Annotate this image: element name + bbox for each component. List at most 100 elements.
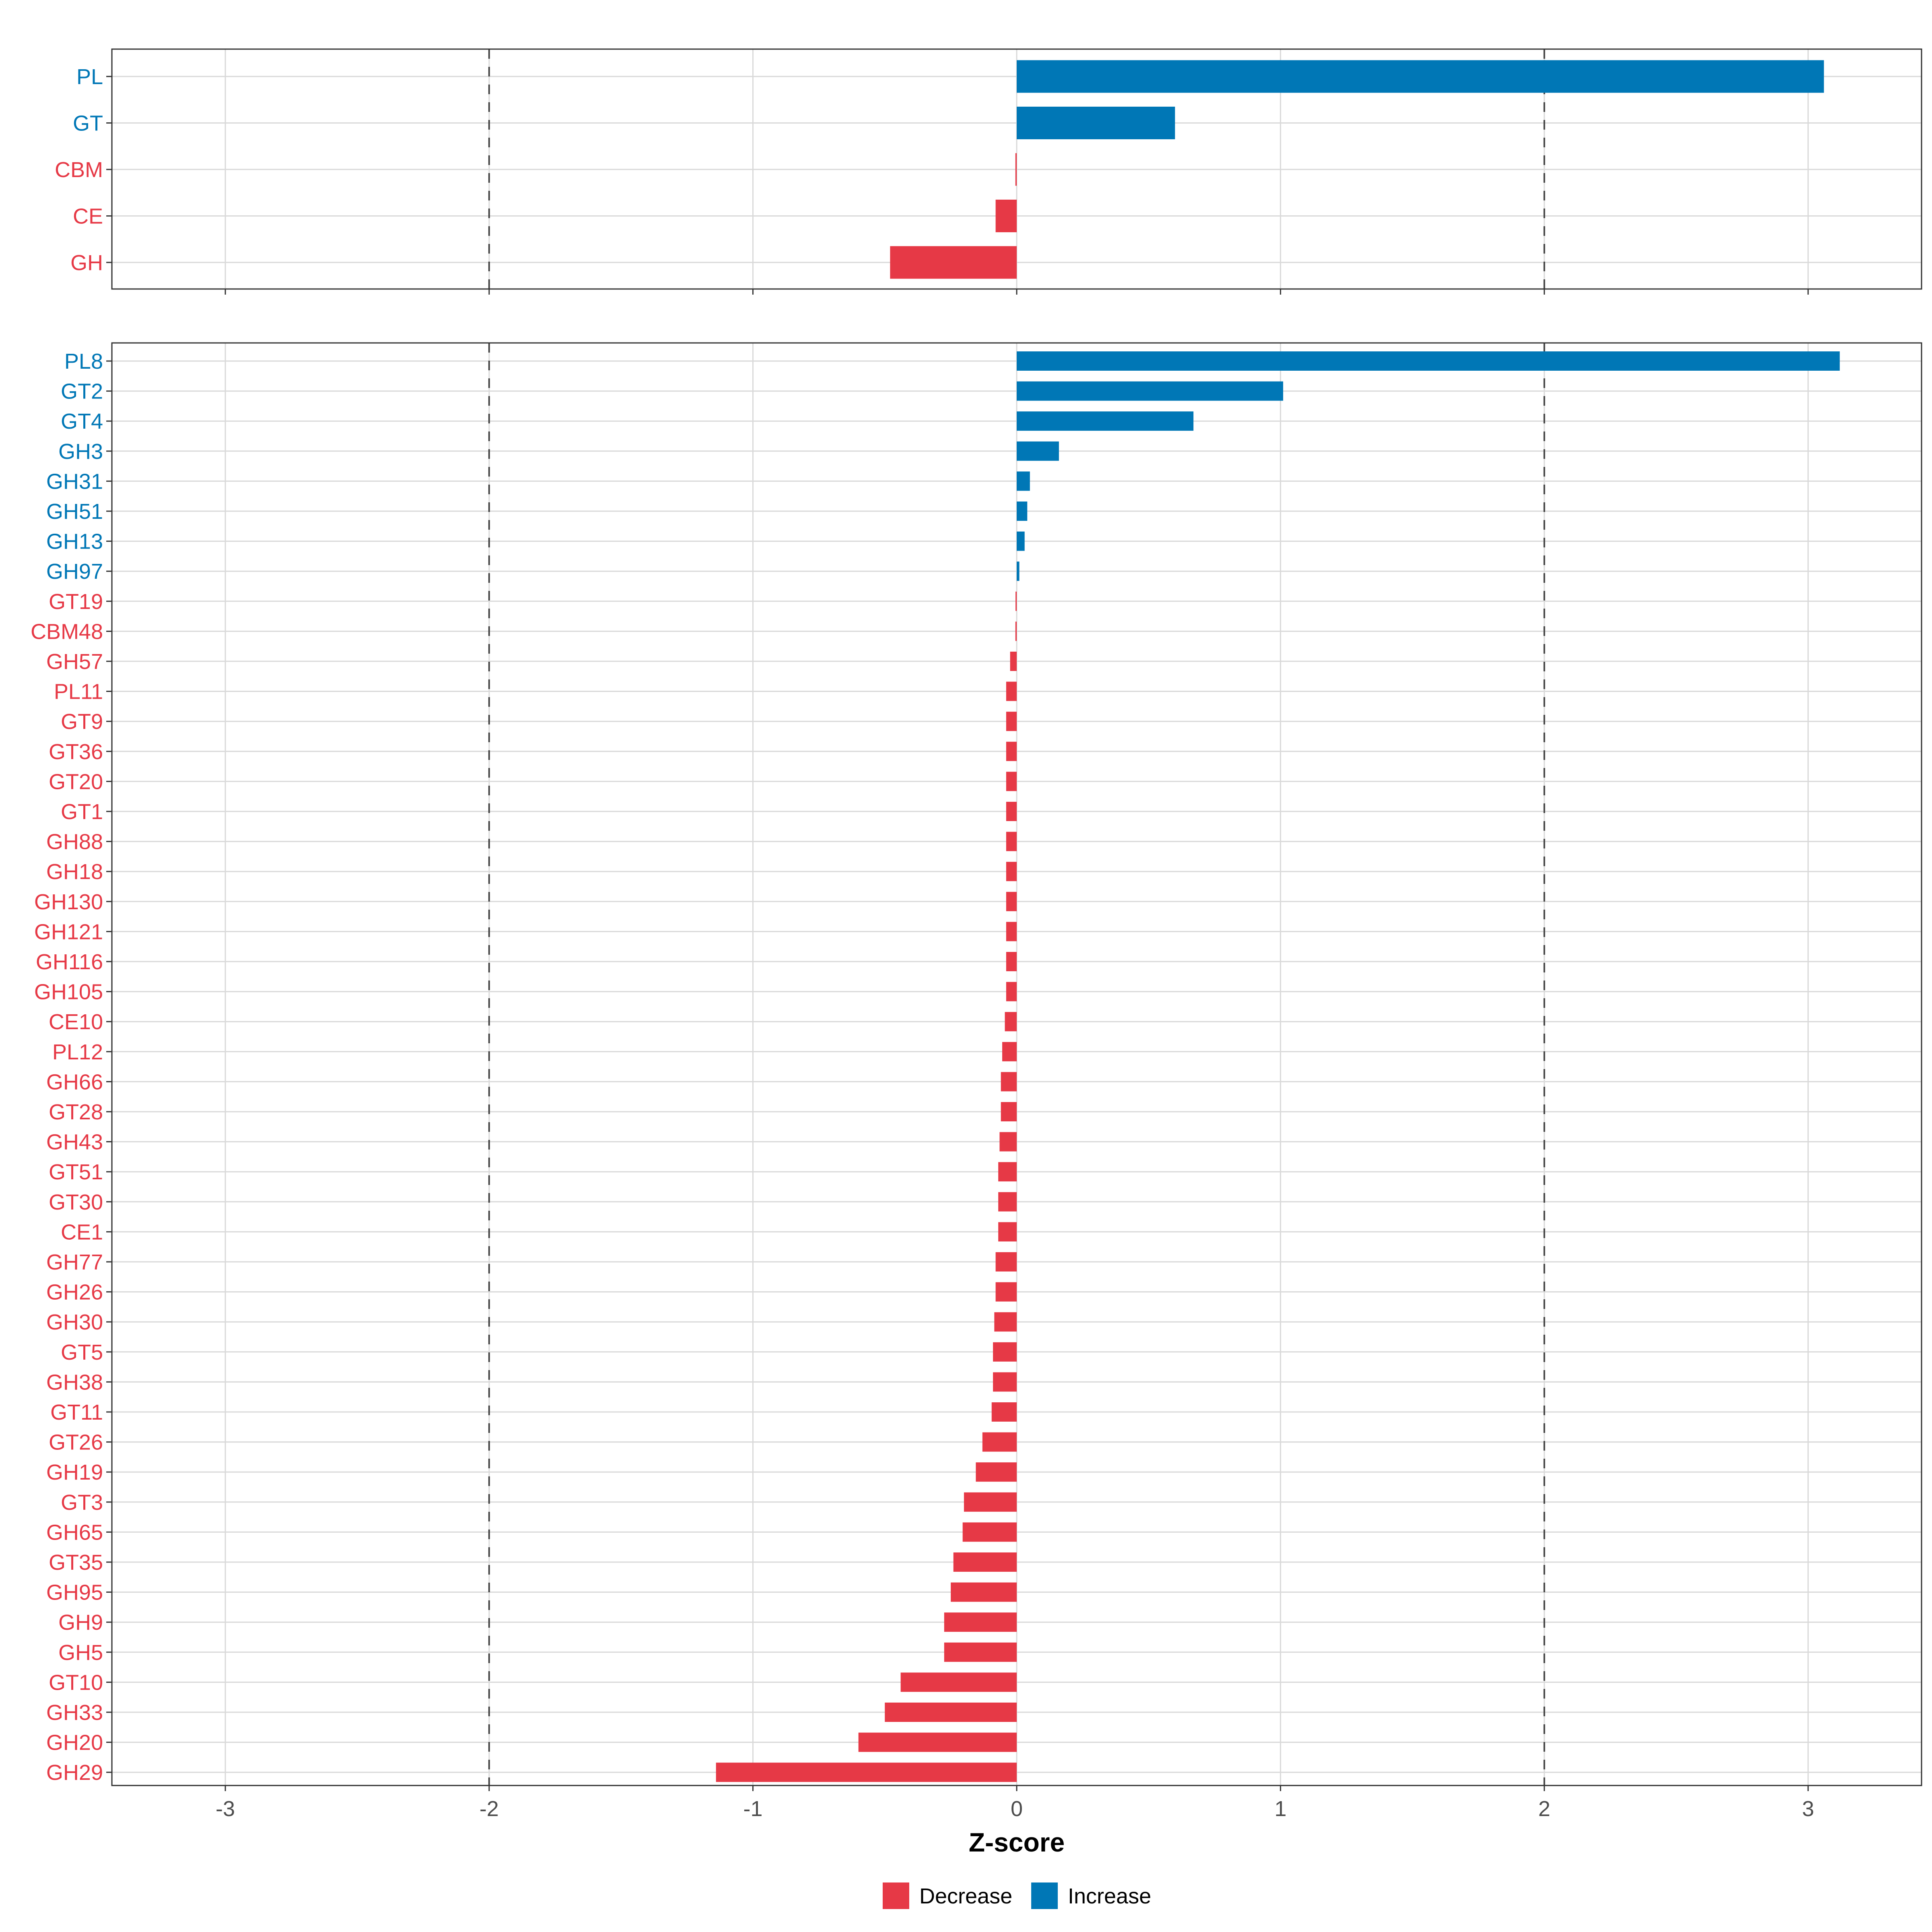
bar-gh20 — [858, 1732, 1017, 1752]
legend-swatch-increase — [1031, 1882, 1058, 1909]
legend-label-decrease: Decrease — [919, 1884, 1012, 1908]
bar-gh18 — [1006, 862, 1017, 881]
category-label: PL — [76, 65, 103, 89]
bar-gh30 — [994, 1312, 1017, 1332]
category-label: PL8 — [64, 349, 103, 374]
category-label: GT20 — [49, 770, 103, 794]
category-label: GH30 — [46, 1310, 103, 1334]
bar-pl11 — [1006, 681, 1017, 701]
category-label: GH88 — [46, 830, 103, 854]
bar-gh97 — [1017, 561, 1020, 581]
category-label: GT9 — [61, 710, 103, 734]
category-label: CE10 — [49, 1010, 103, 1034]
category-label: GT51 — [49, 1160, 103, 1184]
category-label: PL12 — [52, 1040, 103, 1064]
bar-gh121 — [1006, 922, 1017, 941]
x-axis-title: Z-score — [969, 1827, 1065, 1857]
category-label: GH31 — [46, 469, 103, 493]
bar-gh — [890, 246, 1017, 279]
bar-gt3 — [964, 1492, 1017, 1512]
category-label: GT11 — [50, 1400, 103, 1424]
bar-pl — [1017, 60, 1824, 93]
category-label: GH33 — [46, 1701, 103, 1725]
category-label: GT28 — [49, 1100, 103, 1124]
category-label: CE1 — [61, 1220, 103, 1244]
bar-gh105 — [1006, 982, 1017, 1001]
category-label: GT5 — [61, 1340, 103, 1364]
bar-gh51 — [1017, 502, 1028, 521]
x-tick-label: -3 — [216, 1797, 235, 1821]
bar-gt5 — [993, 1342, 1017, 1362]
bar-gh31 — [1017, 471, 1030, 491]
legend: Decrease Increase — [883, 1882, 1151, 1909]
category-label: GH38 — [46, 1370, 103, 1394]
category-label: GH3 — [58, 440, 103, 464]
panel-border — [111, 342, 1922, 1786]
category-label: CBM48 — [31, 619, 103, 644]
bar-gh26 — [995, 1282, 1017, 1302]
bar-gt11 — [991, 1402, 1017, 1422]
bar-gh116 — [1006, 952, 1017, 971]
category-label: GH65 — [46, 1520, 103, 1544]
x-axis: -3 -2 -1 0 1 2 3 — [216, 1797, 1814, 1821]
category-label: GH43 — [46, 1130, 103, 1154]
category-label: GH121 — [34, 920, 103, 944]
x-tick-label: 0 — [1011, 1797, 1023, 1821]
bar-cbm48 — [1015, 621, 1017, 641]
category-label: GH51 — [46, 500, 103, 524]
category-label: GT35 — [49, 1550, 103, 1575]
bar-cbm — [1015, 153, 1017, 186]
bar-gt2 — [1017, 381, 1283, 401]
category-label: GH13 — [46, 530, 103, 554]
category-label: GH116 — [36, 950, 103, 974]
category-label: GH29 — [46, 1761, 103, 1785]
category-label: CBM — [55, 158, 103, 182]
category-label: GH — [70, 251, 103, 275]
bar-gh43 — [999, 1132, 1017, 1152]
category-label: GT3 — [61, 1490, 103, 1515]
top-panel: PL GT CBM CE GH — [55, 48, 1922, 295]
bar-gt — [1017, 107, 1175, 139]
category-label: GT36 — [49, 740, 103, 764]
bar-gt9 — [1006, 712, 1017, 731]
x-tick-label: 2 — [1538, 1797, 1550, 1821]
category-label: GH19 — [46, 1460, 103, 1484]
category-label: GH5 — [58, 1641, 103, 1665]
legend-label-increase: Increase — [1068, 1884, 1151, 1908]
category-label: GH97 — [46, 559, 103, 584]
bar-gh5 — [944, 1642, 1017, 1662]
category-label: GH130 — [34, 890, 103, 914]
bar-pl8 — [1017, 351, 1840, 371]
bar-gh19 — [976, 1462, 1017, 1482]
bar-gt20 — [1006, 772, 1017, 791]
bar-gh33 — [885, 1703, 1017, 1722]
bar-gt4 — [1017, 411, 1194, 431]
category-label: GT26 — [49, 1430, 103, 1455]
bar-pl12 — [1002, 1042, 1017, 1061]
category-label: GT30 — [49, 1190, 103, 1214]
bar-ce — [995, 200, 1017, 232]
bar-gt26 — [982, 1432, 1017, 1452]
bar-gh95 — [951, 1582, 1017, 1602]
category-label: GH95 — [46, 1581, 103, 1605]
x-tick-label: -1 — [743, 1797, 763, 1821]
bar-gt1 — [1006, 802, 1017, 821]
category-label: PL11 — [54, 680, 103, 704]
bar-gh29 — [716, 1763, 1017, 1782]
category-label: GT1 — [61, 800, 103, 824]
bar-ce10 — [1005, 1012, 1017, 1032]
category-label: GH57 — [46, 650, 103, 674]
bar-gt35 — [953, 1552, 1017, 1572]
legend-swatch-decrease — [883, 1882, 909, 1909]
category-label: GH26 — [46, 1280, 103, 1305]
bar-gt51 — [998, 1162, 1017, 1182]
bar-gt30 — [998, 1192, 1017, 1212]
panel-border — [111, 48, 1922, 290]
bar-gh65 — [962, 1522, 1017, 1542]
bar-gh88 — [1006, 832, 1017, 851]
category-label: CE — [73, 204, 103, 229]
bar-gh57 — [1010, 652, 1017, 671]
bottom-panel: PL8 GT2 GT4 GH3 GH31 GH51 GH13 GH97 GT19 CBM48 GH5… — [31, 342, 1922, 1791]
bar-gh130 — [1006, 892, 1017, 911]
bar-gh38 — [993, 1372, 1017, 1392]
